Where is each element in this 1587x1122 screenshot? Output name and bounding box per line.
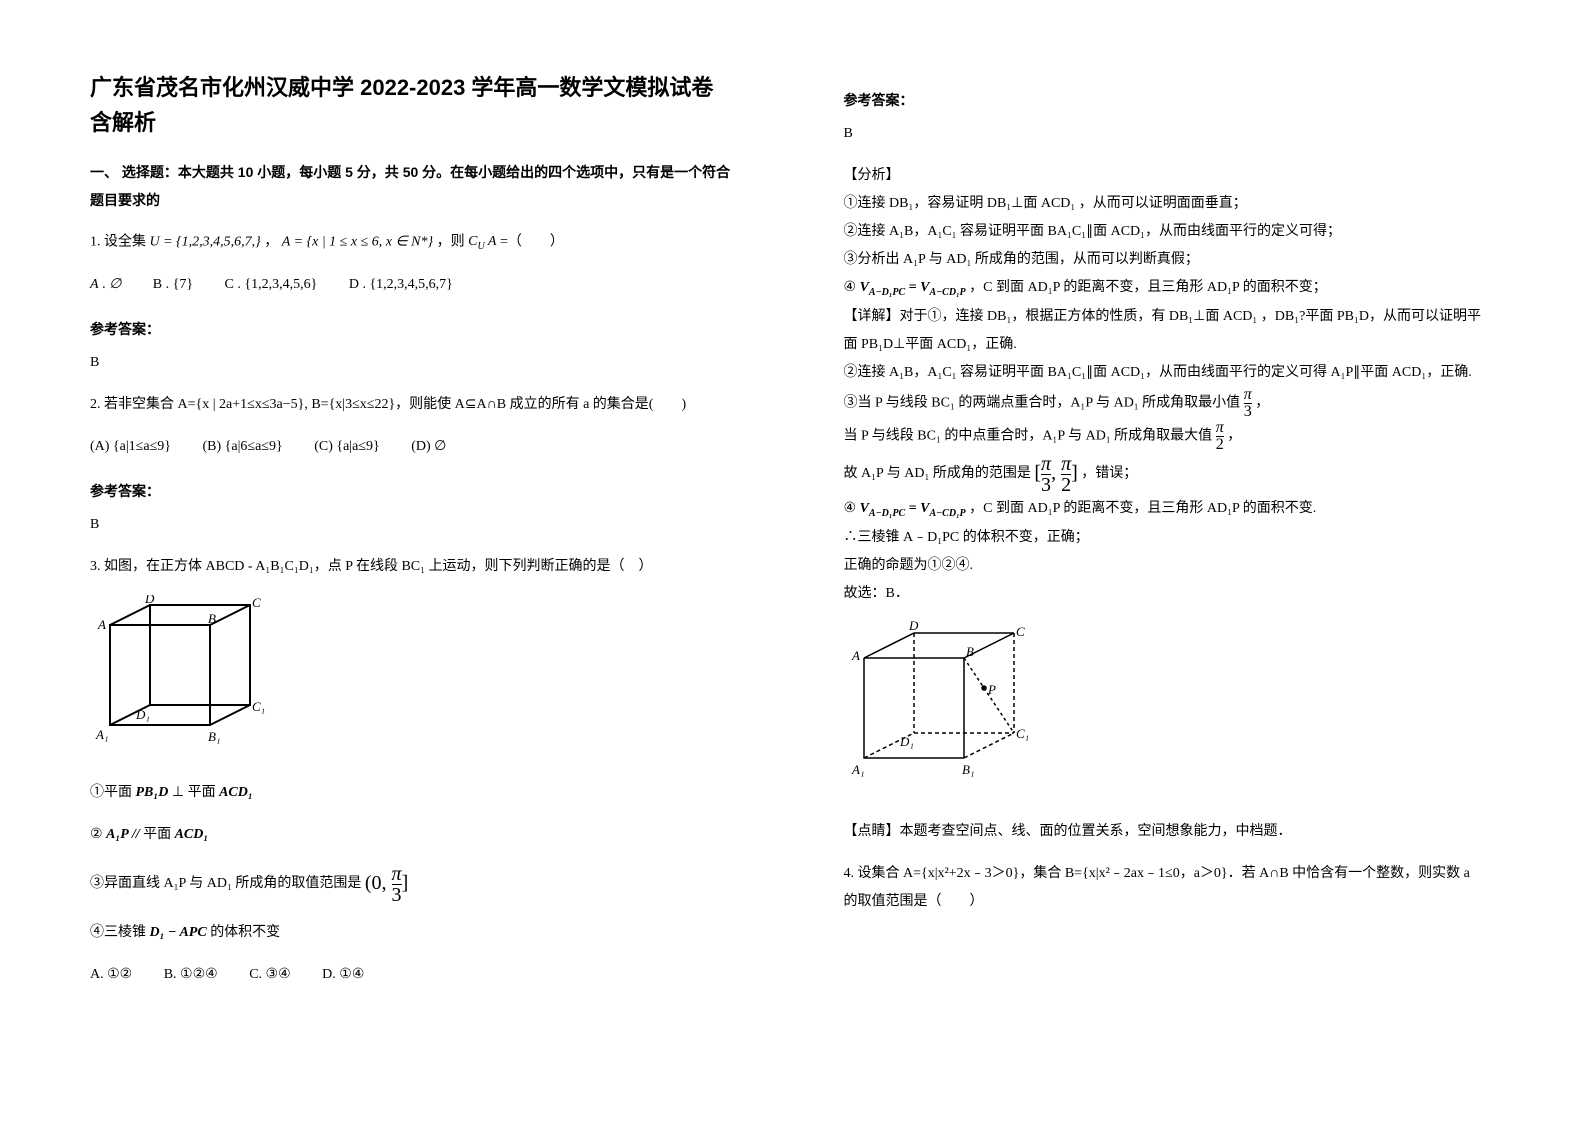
- q3-c3-pre: ③异面直线 A₁P 与 AD₁ 所成角的取值范围是: [90, 876, 361, 891]
- q2-opt-c: (C) {a|a≤9}: [314, 433, 380, 461]
- right-column: 参考答案： B 【分析】 ①连接 DB₁，容易证明 DB₁⊥面 ACD₁ ，从而…: [794, 0, 1587, 1122]
- q1-mid1: ，: [264, 235, 278, 250]
- q3-opt-d: D. ①④: [322, 961, 364, 989]
- cube-svg-left: D C A B D₁ C₁ A₁ B₁: [90, 595, 270, 765]
- q3-c3: ③异面直线 A₁P 与 AD₁ 所成角的取值范围是 (0, π3]: [90, 863, 734, 905]
- analysis-1: ①连接 DB₁，容易证明 DB₁⊥面 ACD₁ ，从而可以证明面面垂直；: [844, 190, 1488, 218]
- svg-text:A₁: A₁: [851, 762, 864, 777]
- q2-answer: B: [90, 511, 734, 539]
- q1-setA: A = {x | 1 ≤ x ≤ 6, x ∈ N*}: [282, 235, 433, 250]
- analysis-2: ②连接 A₁B，A₁C₁ 容易证明平面 BA₁C₁∥面 ACD₁，从而由线面平行…: [844, 218, 1488, 246]
- q3-answer: B: [844, 120, 1488, 148]
- svg-text:B: B: [208, 611, 216, 626]
- q3-opt-c: C. ③④: [249, 961, 290, 989]
- answer-label-1: 参考答案：: [90, 315, 734, 343]
- question-3: 3. 如图，在正方体 ABCD - A₁B₁C₁D₁，点 P 在线段 BC₁ 上…: [90, 553, 734, 581]
- cube-figure-left: D C A B D₁ C₁ A₁ B₁: [90, 595, 734, 765]
- q1-opt-b: B . {7}: [153, 271, 193, 299]
- svg-text:B₁: B₁: [962, 762, 974, 777]
- comment: 【点睛】本题考查空间点、线、面的位置关系，空间想象能力，中档题．: [844, 818, 1488, 846]
- svg-text:C₁: C₁: [1016, 726, 1029, 741]
- svg-text:B₁: B₁: [208, 729, 220, 744]
- question-2: 2. 若非空集合 A={x | 2a+1≤x≤3a−5}, B={x|3≤x≤2…: [90, 391, 734, 419]
- detail-2: ②连接 A₁B，A₁C₁ 容易证明平面 BA₁C₁∥面 ACD₁，从而由线面平行…: [844, 359, 1488, 387]
- svg-text:D: D: [144, 595, 155, 606]
- exam-title: 广东省茂名市化州汉威中学 2022-2023 学年高一数学文模拟试卷含解析: [90, 70, 734, 140]
- d5-pre: 故 A₁P 与 AD₁ 所成角的范围是: [844, 466, 1031, 481]
- q1-mid2: ，则: [437, 235, 465, 250]
- answer-label-2: 参考答案：: [90, 477, 734, 505]
- detail-1: 对于①，连接 DB₁，根据正方体的性质，有 DB₁⊥面 ACD₁ ，DB₁?平面…: [844, 309, 1481, 352]
- detail-8: 正确的命题为①②④.: [844, 552, 1488, 580]
- q2-opt-b: (B) {a|6≤a≤9}: [202, 433, 282, 461]
- cube-svg-right: D C A B D₁ C₁ A₁ B₁ P: [844, 618, 1044, 808]
- q2-opt-d: (D) ∅: [411, 433, 446, 461]
- left-column: 广东省茂名市化州汉威中学 2022-2023 学年高一数学文模拟试卷含解析 一、…: [0, 0, 794, 1122]
- q1-answer: B: [90, 349, 734, 377]
- detail-4: 当 P 与线段 BC₁ 的中点重合时，A₁P 与 AD₁ 所成角取最大值 π2 …: [844, 420, 1488, 453]
- detail-7: ∴三棱锥 A﹣D₁PC 的体积不变，正确；: [844, 524, 1488, 552]
- question-4: 4. 设集合 A={x|x²+2x﹣3＞0}，集合 B={x|x²﹣2ax﹣1≤…: [844, 860, 1488, 916]
- cube-figure-right: D C A B D₁ C₁ A₁ B₁ P: [844, 618, 1488, 808]
- d6-post: ，C 到面 AD₁P 的距离不变，且三角形 AD₁P 的面积不变.: [969, 501, 1316, 516]
- detail-5: 故 A₁P 与 AD₁ 所成角的范围是 [π3, π2] ，错误；: [844, 453, 1488, 495]
- detail-9: 故选：B．: [844, 580, 1488, 608]
- q3-opt-b: B. ①②④: [164, 961, 218, 989]
- svg-text:A₁: A₁: [95, 727, 108, 742]
- q1-opt-a: A . ∅: [90, 271, 121, 299]
- q1-opt-c: C . {1,2,3,4,5,6}: [225, 271, 318, 299]
- detail-label: 【详解】: [844, 309, 900, 324]
- d4-pre: 当 P 与线段 BC₁ 的中点重合时，A₁P 与 AD₁ 所成角取最大值: [844, 429, 1213, 444]
- q1-opt-d: D . {1,2,3,4,5,6,7}: [349, 271, 453, 299]
- page: 广东省茂名市化州汉威中学 2022-2023 学年高一数学文模拟试卷含解析 一、…: [0, 0, 1587, 1122]
- svg-text:P: P: [987, 682, 996, 697]
- detail-6: ④ VA−D₁PC = VA−CD₁P ，C 到面 AD₁P 的距离不变，且三角…: [844, 495, 1488, 524]
- svg-text:B: B: [966, 644, 974, 659]
- d6-pre: ④: [844, 501, 857, 516]
- a4-post: ，C 到面 AD₁P 的距离不变，且三角形 AD₁P 的面积不变；: [969, 280, 1327, 295]
- q1-setU: U = {1,2,3,4,5,6,7,}: [150, 235, 261, 250]
- d3-mid: ，: [1255, 396, 1269, 411]
- a4-eq: VA−D₁PC = VA−CD₁P: [860, 280, 966, 295]
- svg-text:C: C: [1016, 624, 1025, 639]
- question-1: 1. 设全集 U = {1,2,3,4,5,6,7,} ， A = {x | 1…: [90, 228, 734, 257]
- d3-pre: ③当 P 与线段 BC₁ 的两端点重合时，A₁P 与 AD₁ 所成角取最小值: [844, 396, 1241, 411]
- answer-label-3: 参考答案：: [844, 86, 1488, 114]
- q3-opt-a: A. ①②: [90, 961, 132, 989]
- q3-c1: ①平面 PB₁D ⊥ 平面 ACD₁: [90, 779, 734, 807]
- q1-comp: CU A: [468, 234, 496, 249]
- svg-text:A: A: [851, 648, 860, 663]
- q2-opt-a: (A) {a|1≤a≤9}: [90, 433, 171, 461]
- svg-text:D₁: D₁: [899, 734, 914, 749]
- q3-c2: ② A₁P // 平面 ACD₁: [90, 821, 734, 849]
- q1-options: A . ∅ B . {7} C . {1,2,3,4,5,6} D . {1,2…: [90, 271, 734, 299]
- svg-text:A: A: [97, 617, 106, 632]
- analysis-4: ④ VA−D₁PC = VA−CD₁P ，C 到面 AD₁P 的距离不变，且三角…: [844, 274, 1488, 303]
- svg-text:D₁: D₁: [135, 707, 150, 722]
- svg-text:C₁: C₁: [252, 699, 265, 714]
- detail-3: ③当 P 与线段 BC₁ 的两端点重合时，A₁P 与 AD₁ 所成角取最小值 π…: [844, 387, 1488, 420]
- detail-block: 【详解】对于①，连接 DB₁，根据正方体的性质，有 DB₁⊥面 ACD₁ ，DB…: [844, 303, 1488, 359]
- section-intro: 一、 选择题：本大题共 10 小题，每小题 5 分，共 50 分。在每小题给出的…: [90, 158, 734, 214]
- svg-text:D: D: [908, 618, 919, 633]
- q3-options: A. ①② B. ①②④ C. ③④ D. ①④: [90, 961, 734, 989]
- q3-c4: ④三棱锥 D₁ − APC 的体积不变: [90, 919, 734, 947]
- d5-interval: [π3, π2]: [1034, 462, 1077, 484]
- d4-frac: π2: [1216, 420, 1224, 453]
- d3-frac: π3: [1244, 387, 1252, 420]
- q2-options: (A) {a|1≤a≤9} (B) {a|6≤a≤9} (C) {a|a≤9} …: [90, 433, 734, 461]
- d6-eq: VA−D₁PC = VA−CD₁P: [860, 501, 966, 516]
- analysis-3: ③分析出 A₁P 与 AD₁ 所成角的范围，从而可以判断真假；: [844, 246, 1488, 274]
- q1-prefix: 1. 设全集: [90, 235, 146, 250]
- q1-tail: =（ ）: [500, 235, 564, 250]
- a4-pre: ④: [844, 280, 857, 295]
- d4-post: ，: [1227, 429, 1241, 444]
- q3-c3-interval: (0, π3]: [365, 872, 408, 894]
- analysis-label: 【分析】: [844, 162, 1488, 190]
- d5-post: ，错误；: [1081, 466, 1137, 481]
- svg-text:C: C: [252, 595, 261, 610]
